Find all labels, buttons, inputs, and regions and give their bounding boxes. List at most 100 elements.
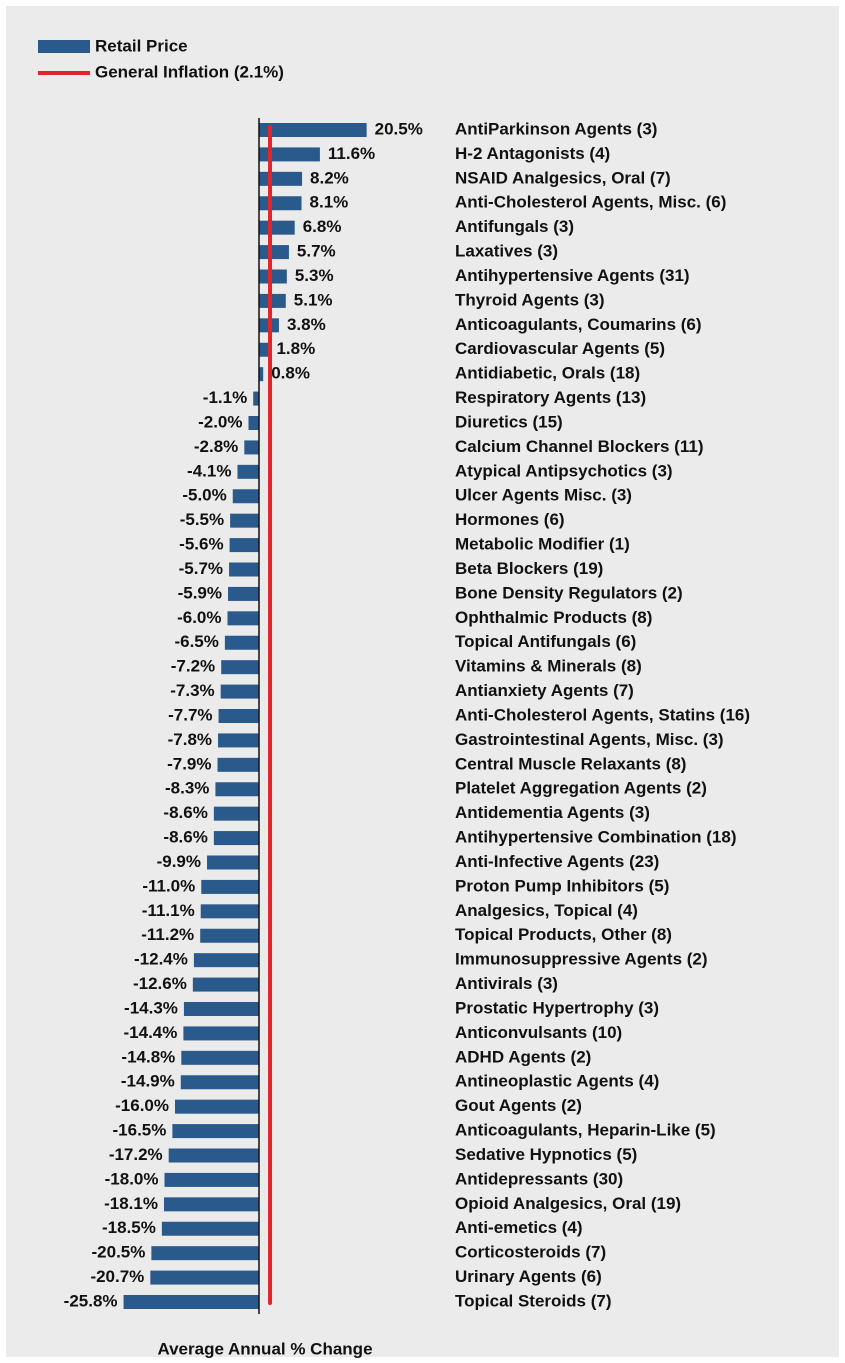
category-label: Antineoplastic Agents (4): [455, 1072, 659, 1091]
category-label: Prostatic Hypertrophy (3): [455, 998, 659, 1017]
value-label: -12.6%: [133, 974, 187, 993]
bar: [259, 342, 269, 357]
value-label: -1.1%: [203, 388, 247, 407]
category-label: Topical Antifungals (6): [455, 632, 636, 651]
bar: [221, 660, 259, 675]
value-label: -5.7%: [179, 559, 223, 578]
category-label: Antidepressants (30): [455, 1169, 623, 1188]
bar: [183, 1002, 259, 1016]
category-label: Topical Products, Other (8): [455, 925, 672, 944]
category-label: Antianxiety Agents (7): [455, 681, 634, 700]
bar: [213, 831, 259, 846]
legend-label: Retail Price: [95, 36, 188, 55]
category-label: Cardiovascular Agents (5): [455, 339, 665, 358]
category-label: Sedative Hypnotics (5): [455, 1145, 637, 1164]
value-label: -7.9%: [167, 754, 211, 773]
value-label: -9.9%: [157, 852, 201, 871]
bar: [259, 171, 303, 186]
value-label: -18.0%: [105, 1169, 159, 1188]
bar: [168, 1148, 259, 1163]
value-label: 8.2%: [310, 168, 349, 187]
value-label: -6.5%: [174, 632, 218, 651]
value-label: -7.7%: [168, 705, 212, 724]
category-label: Anti-Cholesterol Agents, Misc. (6): [455, 193, 726, 212]
bar: [229, 538, 259, 553]
bar: [192, 977, 259, 992]
bar: [217, 757, 259, 772]
category-label: Antifungals (3): [455, 217, 574, 236]
value-label: -8.6%: [163, 803, 207, 822]
category-label: Laxatives (3): [455, 242, 558, 261]
value-label: -7.2%: [171, 657, 215, 676]
bar: [259, 147, 320, 162]
category-label: NSAID Analgesics, Oral (7): [455, 168, 671, 187]
value-label: 5.7%: [297, 242, 336, 261]
bar: [175, 1099, 259, 1114]
bar: [172, 1124, 259, 1139]
category-label: Vitamins & Minerals (8): [455, 657, 642, 676]
chart-background: [6, 6, 839, 1357]
value-label: -18.5%: [102, 1218, 156, 1237]
category-label: Metabolic Modifier (1): [455, 535, 630, 554]
bar: [229, 562, 259, 577]
value-label: 20.5%: [375, 119, 423, 138]
category-label: AntiParkinson Agents (3): [455, 119, 657, 138]
value-label: -17.2%: [109, 1145, 163, 1164]
bar: [259, 123, 367, 137]
bar: [201, 879, 259, 894]
value-label: -2.0%: [198, 412, 242, 431]
value-label: 5.3%: [295, 266, 334, 285]
bar: [244, 440, 259, 455]
bar: [161, 1221, 259, 1236]
category-label: Hormones (6): [455, 510, 565, 529]
category-label: Platelet Aggregation Agents (2): [455, 779, 707, 798]
category-label: Anti-Cholesterol Agents, Statins (16): [455, 705, 750, 724]
value-label: -8.3%: [165, 779, 209, 798]
bar: [215, 782, 259, 797]
value-label: 5.1%: [294, 290, 333, 309]
x-axis-label: Average Annual % Change: [157, 1339, 372, 1358]
value-label: -7.8%: [168, 730, 212, 749]
value-label: -2.8%: [194, 437, 238, 456]
bar: [207, 855, 259, 870]
value-label: 6.8%: [303, 217, 342, 236]
value-label: -14.3%: [124, 998, 178, 1017]
category-label: Anti-emetics (4): [455, 1218, 583, 1237]
bar: [259, 245, 289, 260]
category-label: Antivirals (3): [455, 974, 558, 993]
value-label: -20.7%: [90, 1267, 144, 1286]
bar: [232, 489, 259, 504]
category-label: Ophthalmic Products (8): [455, 608, 652, 627]
category-label: Bone Density Regulators (2): [455, 583, 683, 602]
bar: [259, 293, 286, 308]
bar: [218, 709, 259, 723]
legend-label: General Inflation (2.1%): [95, 62, 284, 81]
value-label: -5.5%: [180, 510, 224, 529]
category-label: ADHD Agents (2): [455, 1047, 591, 1066]
category-label: H-2 Antagonists (4): [455, 144, 610, 163]
bar: [227, 611, 259, 626]
bar: [218, 733, 259, 748]
bar: [259, 196, 302, 211]
category-label: Anti-Infective Agents (23): [455, 852, 659, 871]
category-label: Calcium Channel Blockers (11): [455, 437, 703, 456]
value-label: -18.1%: [104, 1194, 158, 1213]
category-label: Opioid Analgesics, Oral (19): [455, 1194, 681, 1213]
category-label: Anticonvulsants (10): [455, 1023, 622, 1042]
bar: [220, 684, 259, 699]
bar: [180, 1075, 259, 1090]
value-label: -20.5%: [92, 1243, 146, 1262]
value-label: -12.4%: [134, 950, 188, 969]
value-label: -11.2%: [141, 925, 194, 944]
bar: [193, 953, 259, 968]
category-label: Immunosuppressive Agents (2): [455, 950, 708, 969]
category-label: Antidiabetic, Orals (18): [455, 364, 640, 383]
bar: [224, 635, 259, 650]
bar: [200, 928, 259, 943]
value-label: -6.0%: [177, 608, 221, 627]
category-label: Beta Blockers (19): [455, 559, 603, 578]
bar: [151, 1246, 259, 1261]
value-label: -25.8%: [64, 1291, 118, 1310]
category-label: Respiratory Agents (13): [455, 388, 646, 407]
value-label: -8.6%: [163, 828, 207, 847]
